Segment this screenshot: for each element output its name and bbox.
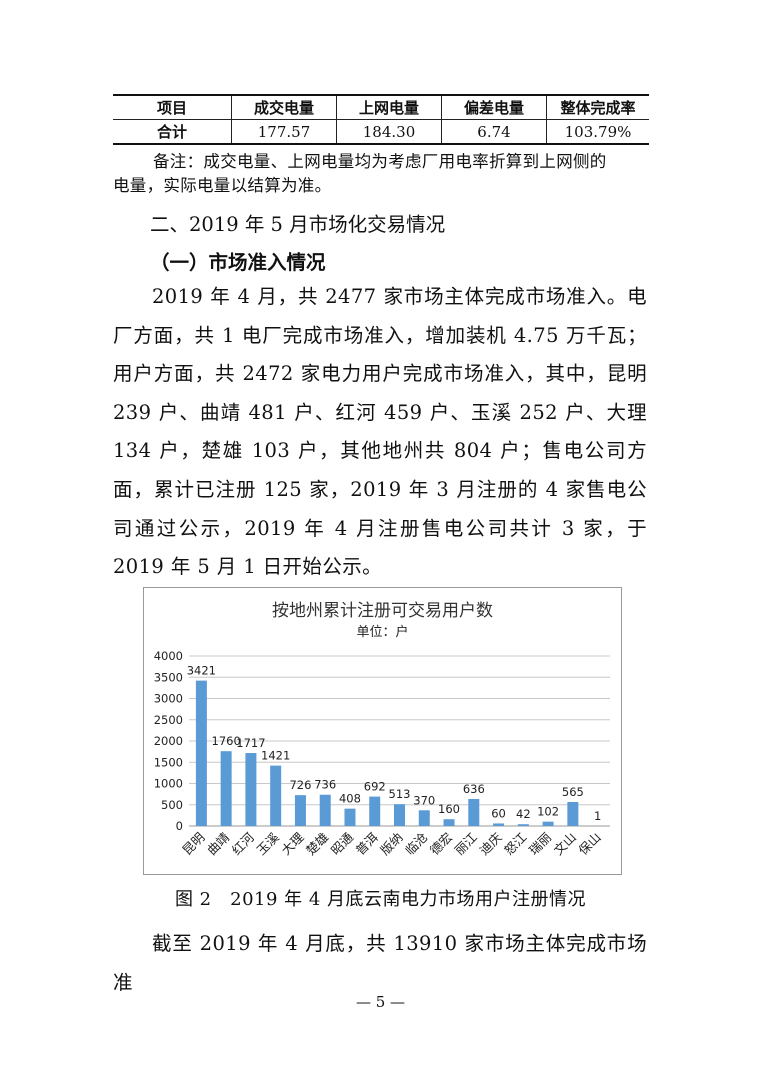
- bar: [319, 794, 331, 826]
- x-tick-label: 临沧: [402, 829, 431, 858]
- table-cell: 103.79%: [546, 119, 649, 145]
- y-tick-label: 1500: [154, 755, 183, 769]
- data-label: 636: [463, 782, 485, 796]
- data-label: 513: [389, 787, 411, 801]
- table-cell: 合计: [113, 119, 232, 145]
- chart-subtitle: 单位：户: [356, 625, 409, 640]
- bar: [468, 798, 480, 826]
- x-tick-label: 红河: [229, 829, 258, 858]
- bar: [418, 810, 430, 826]
- bar: [344, 808, 356, 826]
- subsection-heading: （一）市场准入情况: [150, 251, 326, 274]
- data-label: 60: [491, 806, 506, 820]
- bar: [517, 824, 529, 826]
- x-tick-label: 文山: [551, 830, 579, 858]
- x-tick-label: 昆明: [179, 830, 207, 858]
- x-tick-label: 大理: [278, 829, 307, 858]
- data-label: 1421: [261, 749, 290, 763]
- data-label: 3421: [187, 664, 216, 678]
- page-number: — 5 —: [355, 993, 406, 1011]
- paragraph: 截至 2019 年 4 月底，共 13910 家市场主体完成市场准: [113, 932, 647, 994]
- table-cell: 6.74: [441, 119, 547, 145]
- y-tick-label: 0: [176, 819, 183, 833]
- table-row: 合计 177.57 184.30 6.74 103.79%: [113, 119, 649, 145]
- x-tick-label: 曲靖: [204, 830, 232, 858]
- data-label: 726: [289, 778, 311, 792]
- table-cell: 177.57: [231, 119, 337, 145]
- bar: [542, 821, 554, 826]
- data-label: 565: [562, 785, 584, 799]
- bar: [394, 804, 405, 826]
- paragraph: 2019 年 4 月，共 2477 家市场主体完成市场准入。电厂方面，共 1 电…: [113, 285, 647, 579]
- data-label: 1760: [212, 734, 241, 748]
- bar: [294, 795, 306, 826]
- bar: [220, 751, 232, 826]
- y-tick-label: 3000: [154, 692, 183, 706]
- data-label: 408: [339, 792, 361, 806]
- data-label: 370: [413, 793, 435, 807]
- x-tick-label: 迪庆: [476, 829, 505, 858]
- data-label: 692: [364, 780, 386, 794]
- figure-caption: 图 2 2019 年 4 月底云南电力市场用户注册情况: [174, 889, 587, 910]
- bar: [270, 765, 282, 826]
- note-line-1: 备注：成交电量、上网电量均为考虑厂用电率折算到上网侧的: [153, 152, 607, 171]
- x-tick-label: 瑞丽: [526, 830, 554, 858]
- x-tick-label: 德宏: [427, 830, 455, 858]
- chart-plot: 050010001500200025003000350040003421昆明17…: [154, 649, 610, 858]
- data-label: 1: [594, 809, 601, 823]
- y-tick-label: 2500: [154, 713, 183, 727]
- data-label: 736: [314, 778, 336, 792]
- bar: [443, 819, 455, 826]
- x-tick-label: 怒江: [501, 830, 529, 858]
- y-tick-label: 4000: [154, 649, 183, 663]
- bar: [567, 801, 579, 826]
- x-tick-label: 昭通: [328, 829, 357, 858]
- bar: [245, 753, 257, 826]
- data-label: 1717: [236, 736, 265, 750]
- x-tick-label: 普洱: [353, 829, 382, 858]
- section-heading: 二、2019 年 5 月市场化交易情况: [150, 213, 446, 236]
- data-label: 42: [516, 807, 531, 821]
- table-cell: 184.30: [336, 119, 442, 145]
- table-header: 成交电量: [231, 94, 337, 120]
- bar: [493, 823, 505, 826]
- data-label: 160: [438, 802, 460, 816]
- y-tick-label: 3500: [154, 670, 183, 684]
- data-label: 102: [537, 805, 559, 819]
- table-header: 整体完成率: [546, 94, 649, 120]
- x-tick-label: 保山: [575, 830, 603, 858]
- x-tick-label: 丽江: [452, 830, 480, 858]
- bar-chart: 按地州累计注册可交易用户数 单位：户 0 500 1000 1500 2000 2500 3…: [143, 587, 622, 875]
- x-tick-label: 玉溪: [254, 829, 283, 858]
- chart-title: 按地州累计注册可交易用户数: [272, 601, 493, 621]
- note-line-2: 电量，实际电量以结算为准。: [113, 176, 332, 195]
- bar: [369, 796, 381, 826]
- x-tick-label: 版纳: [377, 830, 405, 858]
- y-tick-label: 500: [161, 798, 183, 812]
- y-tick-label: 1000: [154, 777, 183, 791]
- bar: [195, 680, 207, 826]
- table-header: 偏差电量: [441, 94, 547, 120]
- table-header-row: 项目 成交电量 上网电量 偏差电量 整体完成率: [113, 94, 649, 120]
- y-tick-label: 2000: [154, 734, 183, 748]
- table-header: 上网电量: [336, 94, 442, 120]
- x-tick-label: 楚雄: [303, 830, 331, 858]
- table-header: 项目: [113, 94, 232, 120]
- summary-table: 项目 成交电量 上网电量 偏差电量 整体完成率 合计 177.57 184.30…: [113, 94, 649, 145]
